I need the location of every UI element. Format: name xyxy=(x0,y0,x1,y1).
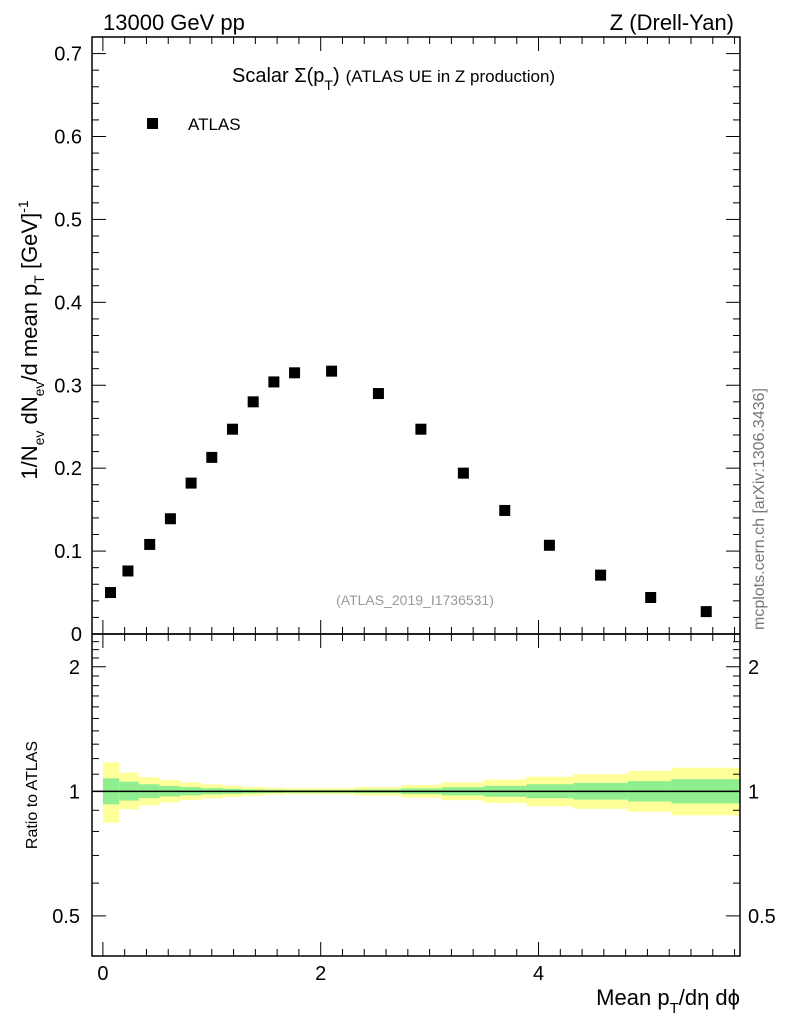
x-tick-labels: 0 2 4 xyxy=(97,963,544,985)
data-point xyxy=(105,587,117,599)
data-point xyxy=(122,565,134,577)
data-point xyxy=(164,513,176,525)
ratio-y-tick-labels: 0.5 0.5 1 1 2 2 xyxy=(52,657,776,928)
ratio-y-tick-label-right: 1 xyxy=(748,781,759,803)
ratio-y-tick-label-right: 2 xyxy=(748,657,759,679)
ratio-y-axis-label: Ratio to ATLAS xyxy=(24,741,41,849)
x-tick-label: 2 xyxy=(315,963,326,985)
data-point xyxy=(144,538,156,550)
xlabel-rest: /dη dϕ xyxy=(679,985,740,1010)
data-point xyxy=(415,423,427,435)
y-tick-label: 0.4 xyxy=(54,292,82,314)
main-panel-ticks xyxy=(92,37,740,635)
x-tick-label: 0 xyxy=(97,963,108,985)
data-point xyxy=(499,504,511,516)
header-left-label: 13000 GeV pp xyxy=(103,10,245,35)
ratio-y-tick-label-left: 2 xyxy=(69,657,80,679)
data-point xyxy=(543,539,555,551)
y-tick-label: 0.2 xyxy=(54,458,82,480)
ratio-panel-ticks xyxy=(92,633,740,957)
legend-marker xyxy=(147,118,158,129)
y-tick-label: 0 xyxy=(71,624,82,646)
ratio-y-tick-label-left: 0.5 xyxy=(52,906,80,928)
main-y-tick-labels: 0 0.1 0.2 0.3 0.4 0.5 0.6 0.7 xyxy=(54,44,82,646)
title-main: Scalar xyxy=(232,65,294,87)
title-sub: T xyxy=(324,77,333,93)
data-point xyxy=(645,592,657,604)
title-sigma: Σ(p xyxy=(294,65,324,87)
data-point xyxy=(326,365,338,377)
watermark: mcplots.cern.ch [arXiv:1306.3436] xyxy=(751,388,768,630)
y-tick-label: 0.3 xyxy=(54,375,82,397)
y-tick-label: 0.5 xyxy=(54,209,82,231)
ratio-y-tick-label-left: 1 xyxy=(69,781,80,803)
header-right-label: Z (Drell-Yan) xyxy=(610,10,734,35)
y-tick-label: 0.7 xyxy=(54,44,82,66)
xlabel-sub: T xyxy=(670,1000,679,1017)
ratio-y-tick-label-right: 0.5 xyxy=(748,906,776,928)
data-point xyxy=(226,423,238,435)
xlabel-main: Mean p xyxy=(596,985,669,1010)
y-tick-label: 0.1 xyxy=(54,541,82,563)
data-point xyxy=(247,396,259,408)
chart-title: Scalar Σ(pT) (ATLAS UE in Z production) xyxy=(232,65,555,93)
uncertainty-bands xyxy=(102,762,740,823)
ratio-panel: 0.5 0.5 1 1 2 2 0 2 4 Ratio to ATLAS Mean pT/dη… xyxy=(24,633,776,1017)
main-y-axis-label: 1/Nev dNev/d mean pT [GeV]-1 xyxy=(15,200,47,480)
title-close: ) xyxy=(333,65,340,87)
data-point xyxy=(372,388,384,400)
data-point xyxy=(457,467,469,479)
data-point xyxy=(185,477,197,489)
title-rest: (ATLAS UE in Z production) xyxy=(346,67,555,86)
analysis-id-label: (ATLAS_2019_I1736531) xyxy=(336,592,494,608)
data-point xyxy=(206,451,218,463)
x-axis-label: Mean pT/dη dϕ xyxy=(596,985,740,1017)
main-panel: 0 0.1 0.2 0.3 0.4 0.5 0.6 0.7 Scalar Σ(pT) (ATLA… xyxy=(15,36,741,646)
data-point xyxy=(595,569,607,581)
data-points xyxy=(105,365,712,618)
data-point xyxy=(289,367,301,379)
data-point xyxy=(700,606,712,618)
y-tick-label: 0.6 xyxy=(54,127,82,149)
data-point xyxy=(268,376,280,388)
x-tick-label: 4 xyxy=(533,963,544,985)
ratio-panel-frame xyxy=(91,633,741,957)
legend-label: ATLAS xyxy=(188,115,241,134)
